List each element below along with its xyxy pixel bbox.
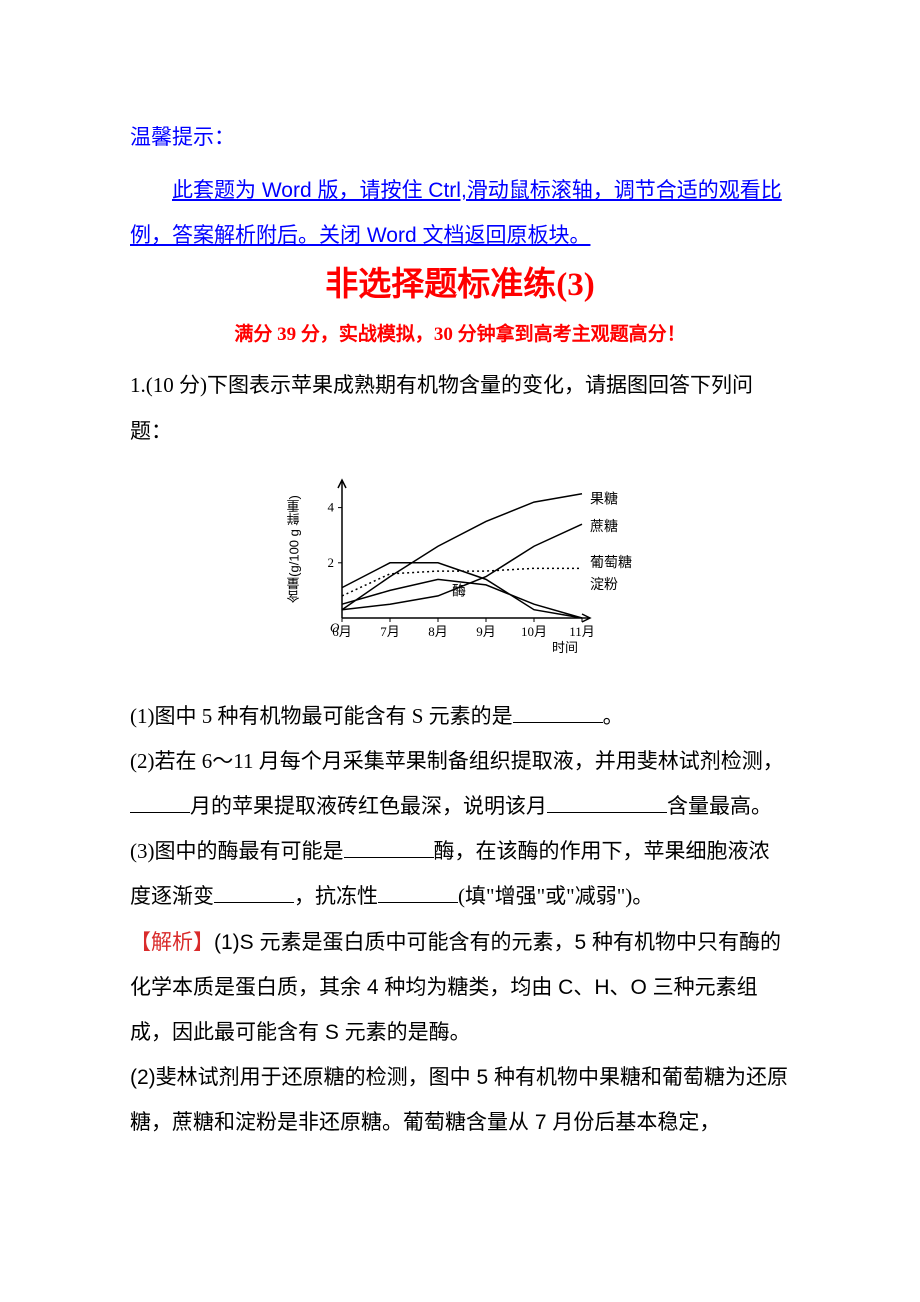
svg-text:4: 4 — [328, 499, 335, 514]
q1-2-mid: 月的苹果提取液砖红色最深，说明该月 — [190, 794, 547, 818]
svg-text:淀粉: 淀粉 — [590, 577, 618, 593]
analysis-1-text: (1)S 元素是蛋白质中可能含有的元素，5 种有机物中只有酶的化学本质是蛋白质，… — [130, 931, 781, 1044]
analysis-block-2: (2)斐林试剂用于还原糖的检测，图中 5 种有机物中果糖和葡萄糖为还原糖，蔗糖和… — [130, 1055, 790, 1145]
svg-text:10月: 10月 — [521, 624, 547, 639]
svg-text:11月: 11月 — [569, 624, 595, 639]
page-subtitle: 满分 39 分，实战模拟，30 分钟拿到高考主观题高分！ — [130, 315, 790, 356]
blank-field — [547, 792, 667, 813]
svg-text:含量(g/100 g 鲜重): 含量(g/100 g 鲜重) — [287, 495, 302, 603]
q1-1-post: 。 — [603, 704, 624, 728]
svg-text:葡萄糖: 葡萄糖 — [590, 555, 632, 571]
blank-field — [214, 882, 294, 903]
q1-1-pre: (1)图中 5 种有机物最可能含有 S 元素的是 — [130, 704, 513, 728]
instruction-text: 此套题为 Word 版，请按住 Ctrl,滑动鼠标滚轴，调节合适的观看比例，答案… — [130, 168, 790, 258]
svg-text:蔗糖: 蔗糖 — [590, 519, 618, 535]
blank-field — [378, 882, 458, 903]
svg-text:时间: 时间 — [552, 640, 578, 655]
analysis-block-1: 【解析】(1)S 元素是蛋白质中可能含有的元素，5 种有机物中只有酶的化学本质是… — [130, 920, 790, 1055]
blank-field — [130, 792, 190, 813]
q1-intro: 1.(10 分)下图表示苹果成熟期有机物含量的变化，请据图回答下列问题： — [130, 363, 790, 453]
svg-text:8月: 8月 — [428, 624, 448, 639]
blank-field — [513, 702, 603, 723]
chart-container: 含量(g/100 g 鲜重)O246月7月8月9月10月11月时间果糖蔗糖葡萄糖… — [130, 470, 790, 676]
svg-text:酶: 酶 — [452, 583, 466, 599]
svg-text:果糖: 果糖 — [590, 491, 618, 507]
tip-heading: 温馨提示： — [130, 115, 790, 160]
q1-3-pre: (3)图中的酶最有可能是 — [130, 839, 344, 863]
q1-2-pre: (2)若在 6～11 月每个月采集苹果制备组织提取液，并用斐林试剂检测， — [130, 749, 784, 773]
svg-text:9月: 9月 — [476, 624, 496, 639]
page-title: 非选择题标准练(3) — [130, 262, 790, 308]
organic-content-chart: 含量(g/100 g 鲜重)O246月7月8月9月10月11月时间果糖蔗糖葡萄糖… — [280, 470, 640, 660]
q1-3-mid2: ，抗冻性 — [294, 884, 378, 908]
q1-3-post: (填"增强"或"减弱")。 — [458, 884, 653, 908]
svg-text:7月: 7月 — [380, 624, 400, 639]
svg-text:2: 2 — [328, 555, 335, 570]
blank-field — [344, 837, 434, 858]
q1-3: (3)图中的酶最有可能是酶，在该酶的作用下，苹果细胞液浓度逐渐变，抗冻性(填"增… — [130, 829, 790, 919]
analysis-label: 【解析】 — [130, 931, 214, 954]
q1-2: (2)若在 6～11 月每个月采集苹果制备组织提取液，并用斐林试剂检测， 月的苹果… — [130, 739, 790, 829]
q1-1: (1)图中 5 种有机物最可能含有 S 元素的是 。 — [130, 694, 790, 739]
q1-2-post: 含量最高。 — [667, 794, 772, 818]
svg-text:6月: 6月 — [332, 624, 352, 639]
